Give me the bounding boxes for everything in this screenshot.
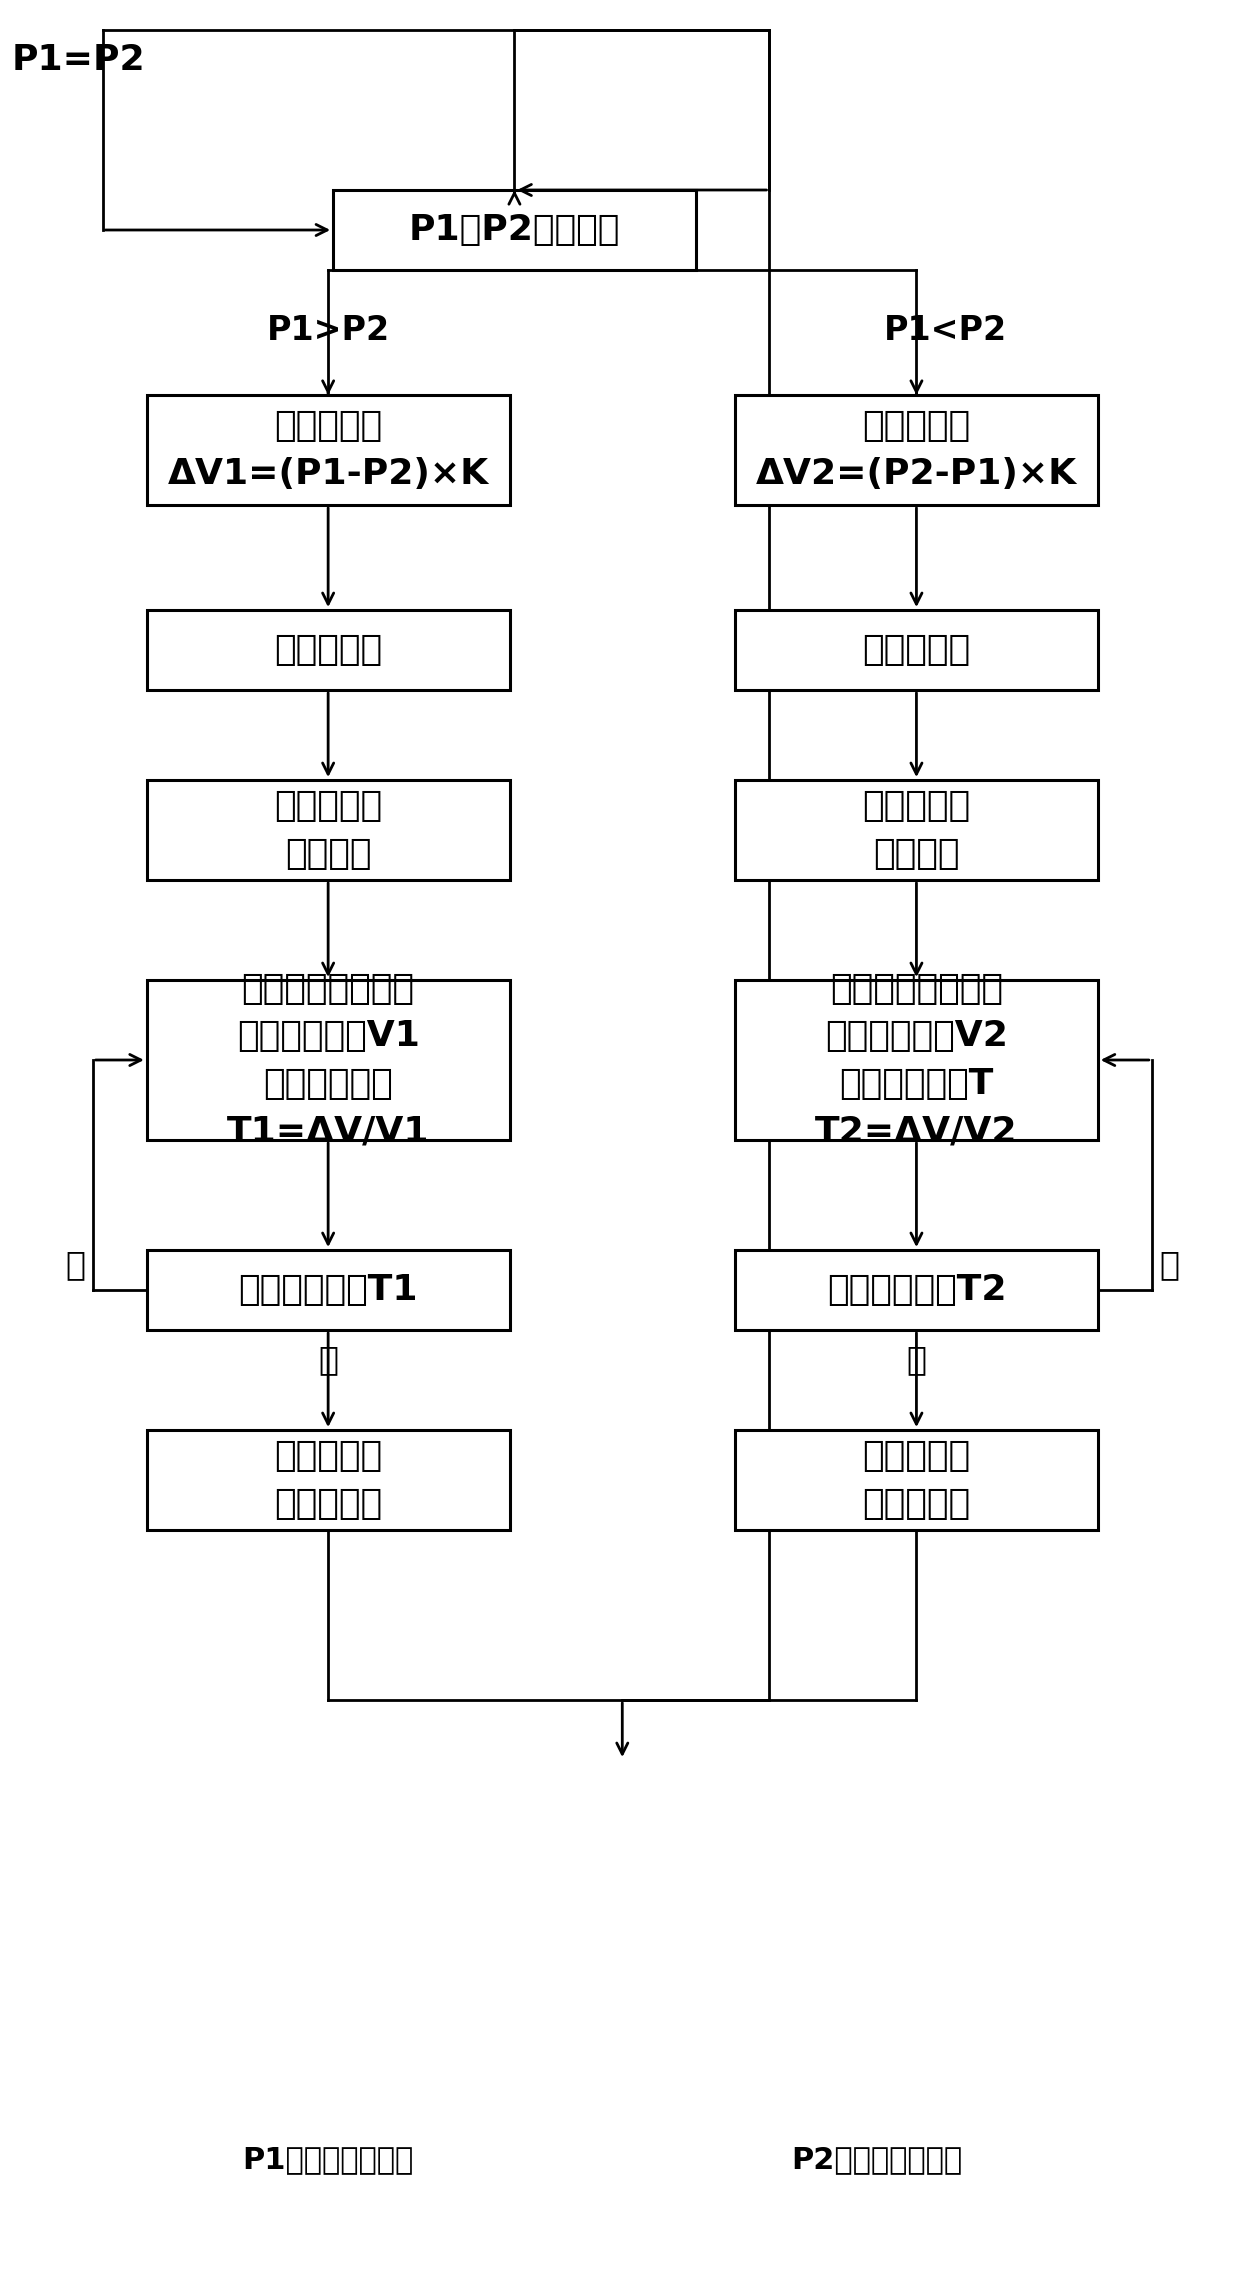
Text: 开启开关阀
开启计时: 开启开关阀 开启计时 xyxy=(862,790,971,870)
Text: P1>P2: P1>P2 xyxy=(267,313,389,347)
Text: P1与P2大小关系: P1与P2大小关系 xyxy=(409,212,620,247)
Bar xyxy=(146,1429,510,1530)
Bar xyxy=(146,979,510,1139)
Text: 开启比例阀: 开启比例阀 xyxy=(274,632,382,667)
Bar xyxy=(334,189,696,269)
Text: 否: 否 xyxy=(1159,1249,1179,1281)
Text: 计时是否到达T1: 计时是否到达T1 xyxy=(238,1274,418,1306)
Bar xyxy=(735,395,1097,505)
Text: 计算注气量
ΔV1=(P1-P2)×K: 计算注气量 ΔV1=(P1-P2)×K xyxy=(167,409,489,491)
Bar xyxy=(735,781,1097,879)
Bar xyxy=(735,979,1097,1139)
Text: P2：实际腹腔气压: P2：实际腹腔气压 xyxy=(791,2146,962,2173)
Bar xyxy=(735,610,1097,689)
Bar xyxy=(146,781,510,879)
Bar xyxy=(735,1429,1097,1530)
Text: P1<P2: P1<P2 xyxy=(884,313,1007,347)
Text: 否: 否 xyxy=(66,1249,86,1281)
Text: 开启开关阀
开启计时: 开启开关阀 开启计时 xyxy=(274,790,382,870)
Bar xyxy=(146,1251,510,1331)
Text: P1=P2: P1=P2 xyxy=(11,43,145,78)
Text: 开启排气阀: 开启排气阀 xyxy=(862,632,971,667)
Bar xyxy=(146,395,510,505)
Text: 计时是否到达T2: 计时是否到达T2 xyxy=(827,1274,1006,1306)
Text: P1：设定腹腔气压: P1：设定腹腔气压 xyxy=(243,2146,414,2173)
Text: 关闭排气阀
关闭开关阀: 关闭排气阀 关闭开关阀 xyxy=(862,1438,971,1520)
Text: 是: 是 xyxy=(906,1342,926,1377)
Text: 开启流量监测单元
计算实时流量V2
计算排气时间T
T2=ΔV/V2: 开启流量监测单元 计算实时流量V2 计算排气时间T T2=ΔV/V2 xyxy=(815,973,1018,1148)
Text: 是: 是 xyxy=(319,1342,339,1377)
Bar xyxy=(146,610,510,689)
Text: 关闭比例阀
关闭开关阀: 关闭比例阀 关闭开关阀 xyxy=(274,1438,382,1520)
Bar xyxy=(735,1251,1097,1331)
Text: 计算排气量
ΔV2=(P2-P1)×K: 计算排气量 ΔV2=(P2-P1)×K xyxy=(756,409,1078,491)
Text: 开启流量监测单元
计算实时流量V1
计算注气时间
T1=ΔV/V1: 开启流量监测单元 计算实时流量V1 计算注气时间 T1=ΔV/V1 xyxy=(227,973,429,1148)
